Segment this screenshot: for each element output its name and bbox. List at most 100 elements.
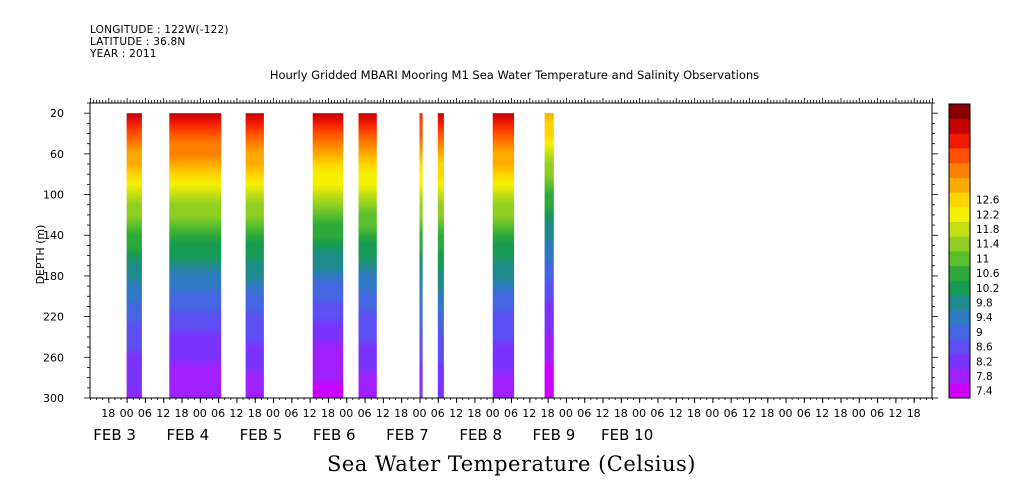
x-tick-label: 18 [907,407,921,420]
date-label: FEB 3 [93,426,136,444]
latitude-label: LATITUDE : 36.8N [90,36,186,48]
data-segment [358,113,377,398]
x-tick-label: 18 [541,407,555,420]
y-tick-label: 300 [43,392,64,405]
y-axis-title: DEPTH (m) [34,225,47,285]
colorbar-swatch [949,177,970,193]
colorbar-swatch [949,309,970,325]
location-info: LONGITUDE : 122W(-122) LATITUDE : 36.8N … [90,24,229,60]
colorbar-swatch [949,236,970,252]
data-segment [312,113,344,398]
x-tick-label: 06 [870,407,884,420]
x-tick-label: 06 [724,407,738,420]
data-segment [437,113,444,398]
colorbar-swatch [949,383,970,399]
colorbar-title: Sea Water Temperature (Celsius) [326,452,696,476]
colorbar-swatch [949,265,970,281]
x-tick-label: 12 [596,407,610,420]
x-tick-label: 06 [577,407,591,420]
data-segment [126,113,142,398]
x-tick-label: 12 [303,407,317,420]
x-tick-label: 06 [211,407,225,420]
colorbar-label: 11.4 [976,239,1000,251]
date-label: FEB 6 [313,426,356,444]
colorbar-swatch [949,324,970,340]
colorbar-swatch [949,368,970,384]
colorbar-label: 7.8 [976,371,993,383]
colorbar-label: 7.4 [976,386,993,398]
x-tick-label: 00 [559,407,573,420]
colorbar-swatch [949,148,970,164]
x-tick-label: 00 [852,407,866,420]
x-tick-label: 06 [284,407,298,420]
data-segment [419,113,423,398]
colorbar-label: 9.8 [976,298,993,310]
x-tick-label: 18 [248,407,262,420]
y-tick-label: 180 [43,270,64,283]
x-tick-label: 18 [833,407,847,420]
x-tick-label: 00 [266,407,280,420]
x-tick-label: 12 [229,407,243,420]
data-segment [492,113,515,398]
y-tick-label: 140 [43,229,64,242]
x-tick-label: 00 [486,407,500,420]
x-tick-label: 12 [156,407,170,420]
x-tick-label: 00 [412,407,426,420]
colorbar-label: 9.4 [976,312,993,324]
x-tick-label: 06 [650,407,664,420]
colorbar-swatch [949,206,970,222]
colorbar-label: 10.2 [976,283,999,295]
colorbar-label: 9 [976,327,983,339]
colorbar-swatch [949,295,970,311]
colorbar-swatch [949,221,970,237]
colorbar-swatch [949,251,970,267]
x-tick-label: 06 [138,407,152,420]
colorbar-swatch [949,133,970,149]
x-tick-label: 18 [321,407,335,420]
date-label: FEB 9 [533,426,576,444]
axes-layer: 18 00 06 12 18 00 06 12 18 00 06 12 18 00 06 12 18 00 06 12… [34,98,938,444]
x-tick-label: 00 [632,407,646,420]
x-tick-label: 18 [467,407,481,420]
x-tick-label: 12 [376,407,390,420]
colorbar-swatch [949,118,970,134]
colorbar-label: 11.8 [976,224,999,236]
x-tick-label: 06 [358,407,372,420]
x-tick-label: 12 [449,407,463,420]
colorbar-label: 8.6 [976,342,993,354]
colorbar: 7.4 7.8 8.2 8.6 9 9.4 9.8 10.2 10.6 11 11.4 11.8 12.… [948,103,1000,399]
x-tick-label: 18 [394,407,408,420]
x-tick-label: 06 [797,407,811,420]
colorbar-label: 11 [976,253,989,265]
colorbar-swatch [949,104,970,120]
colorbar-label: 10.6 [976,268,1000,280]
colorbar-swatch [949,353,970,369]
colorbar-swatch [949,162,970,178]
data-segment [245,113,264,398]
date-label: FEB 7 [386,426,429,444]
date-label: FEB 5 [240,426,283,444]
colorbar-label: 8.2 [976,356,993,368]
x-tick-label: 00 [193,407,207,420]
date-label: FEB 4 [166,426,209,444]
x-tick-label: 12 [522,407,536,420]
x-tick-label: 00 [705,407,719,420]
x-tick-label: 06 [504,407,518,420]
x-tick-label: 12 [888,407,902,420]
x-tick-label: 18 [687,407,701,420]
x-tick-label: 00 [339,407,353,420]
y-tick-label: 100 [43,189,64,202]
x-tick-label: 18 [760,407,774,420]
data-layer [126,113,554,398]
x-tick-label: 12 [815,407,829,420]
y-tick-label: 260 [43,351,64,364]
x-tick-label: 00 [120,407,134,420]
x-tick-label: 18 [614,407,628,420]
year-label: YEAR : 2011 [90,48,157,60]
colorbar-swatch [949,339,970,355]
x-tick-label: 18 [101,407,115,420]
x-tick-label: 18 [175,407,189,420]
colorbar-swatch [949,280,970,296]
colorbar-swatch [949,192,970,208]
